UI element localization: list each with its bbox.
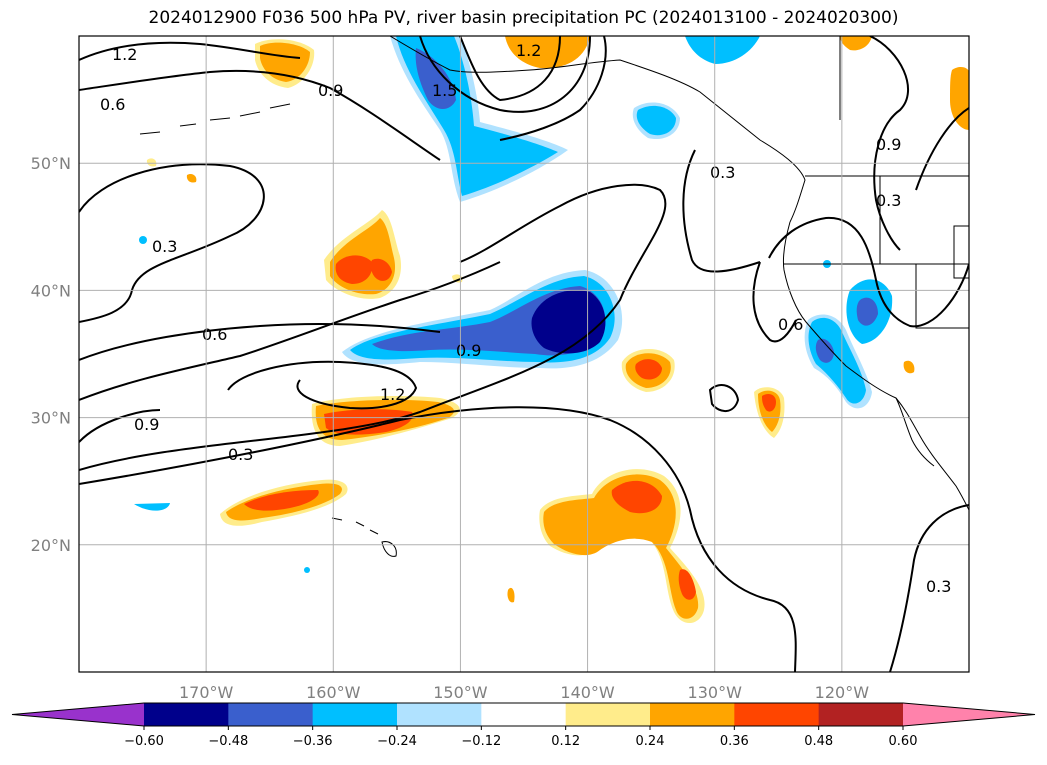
longitude-labels: 170°W 160°W 150°W 140°W 130°W 120°W bbox=[179, 683, 869, 702]
borders bbox=[784, 36, 969, 329]
colorbar-segment bbox=[312, 703, 398, 726]
colorbar-segment bbox=[565, 703, 651, 726]
contour-label: 1.2 bbox=[516, 41, 541, 60]
contour-label: 0.3 bbox=[876, 191, 901, 210]
contour-label: 0.9 bbox=[318, 81, 343, 100]
latitude-labels: 50°N 40°N 30°N 20°N bbox=[31, 154, 71, 555]
contour-labels: 1.2 0.6 0.9 1.5 1.2 0.3 0.6 0.9 1.2 0.9 … bbox=[100, 41, 951, 596]
colorbar-tick-label: 0.36 bbox=[720, 734, 749, 749]
contour-label: 0.9 bbox=[456, 341, 481, 360]
colorbar-segment bbox=[397, 703, 482, 726]
lat-tick-label: 30°N bbox=[31, 409, 71, 428]
contour-label: 0.6 bbox=[778, 315, 803, 334]
colorbar-extend-high bbox=[903, 703, 1035, 726]
colorbar-segment bbox=[734, 703, 820, 726]
colorbar-tick-label: 0.24 bbox=[636, 734, 665, 749]
colorbar: −0.60 −0.48 −0.36 −0.24 −0.12 0.12 0.24 0.36 0.4… bbox=[11, 702, 1036, 749]
contour-label: 1.5 bbox=[432, 81, 457, 100]
lon-tick-label: 160°W bbox=[306, 683, 361, 702]
colorbar-extend-low bbox=[12, 703, 144, 726]
colorbar-segment bbox=[650, 703, 735, 726]
colorbar-tick-label: −0.60 bbox=[124, 734, 164, 749]
contour-label: 0.3 bbox=[228, 445, 253, 464]
contour-label: 0.3 bbox=[152, 237, 177, 256]
contour-label: 0.3 bbox=[710, 163, 735, 182]
colorbar-tick-label: −0.36 bbox=[293, 734, 333, 749]
map-title: 2024012900 F036 500 hPa PV, river basin … bbox=[148, 8, 899, 28]
lon-tick-label: 130°W bbox=[688, 683, 743, 702]
lon-tick-label: 120°W bbox=[815, 683, 870, 702]
lat-tick-label: 40°N bbox=[31, 281, 71, 300]
colorbar-tick-label: −0.48 bbox=[208, 734, 248, 749]
precip-negative-regions bbox=[134, 36, 893, 573]
lon-tick-label: 140°W bbox=[560, 683, 615, 702]
lat-tick-label: 50°N bbox=[31, 154, 71, 173]
colorbar-tick-label: −0.12 bbox=[461, 734, 501, 749]
lon-tick-label: 150°W bbox=[433, 683, 488, 702]
plot-frame bbox=[78, 35, 970, 673]
pv-contours bbox=[79, 36, 969, 672]
colorbar-segment bbox=[481, 703, 567, 726]
colorbar-tick-label: −0.24 bbox=[377, 734, 417, 749]
colorbar-segment bbox=[818, 703, 904, 726]
colorbar-segment bbox=[228, 703, 314, 726]
precip-shading: 1.2 0.6 0.9 1.5 1.2 0.3 0.6 0.9 1.2 0.9 … bbox=[79, 36, 969, 672]
colorbar-segment bbox=[144, 703, 229, 726]
colorbar-tick-label: 0.12 bbox=[551, 734, 580, 749]
colorbar-tick-label: 0.60 bbox=[889, 734, 918, 749]
gridlines bbox=[79, 36, 969, 672]
colorbar-tick-label: 0.48 bbox=[804, 734, 833, 749]
contour-label: 0.3 bbox=[926, 577, 951, 596]
contour-label: 1.2 bbox=[112, 45, 137, 64]
contour-label: 0.6 bbox=[202, 325, 227, 344]
lon-tick-label: 170°W bbox=[179, 683, 234, 702]
contour-label: 0.9 bbox=[876, 135, 901, 154]
lat-tick-label: 20°N bbox=[31, 536, 71, 555]
contour-label: 0.9 bbox=[134, 415, 159, 434]
contour-label: 0.6 bbox=[100, 95, 125, 114]
contour-label: 1.2 bbox=[380, 385, 405, 404]
coastlines bbox=[139, 36, 969, 557]
